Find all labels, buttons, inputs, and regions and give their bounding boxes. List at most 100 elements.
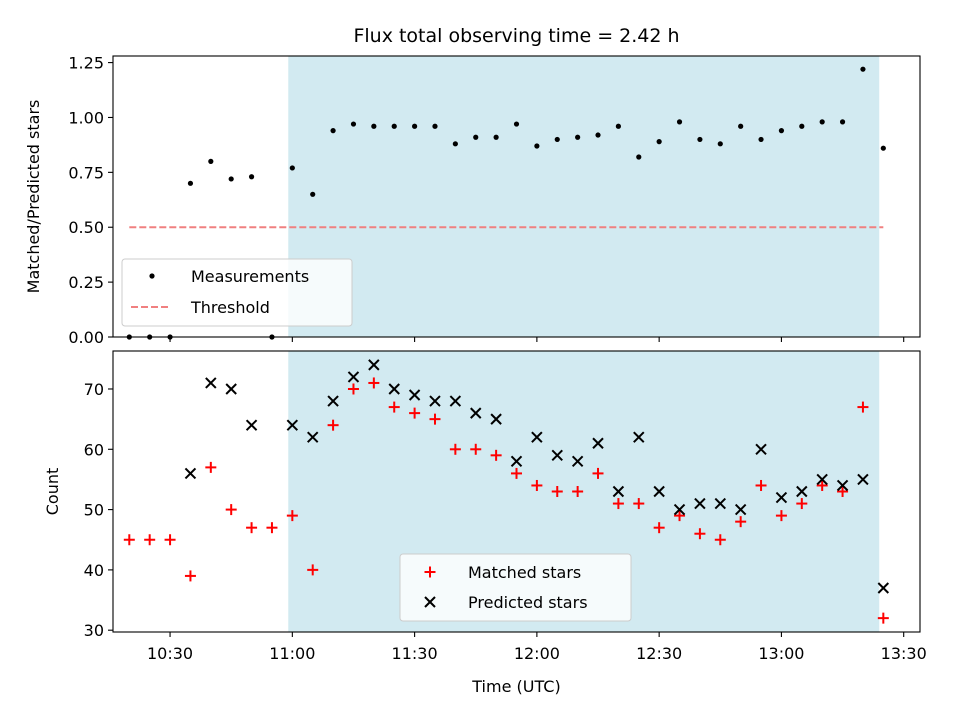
top-axes-frame: [112, 55, 921, 338]
legend-matched-marker: [424, 566, 436, 578]
matched-star-point: [612, 498, 624, 510]
legend-measurements-marker: [149, 273, 155, 279]
top-y-ticks: 0.00 0.25 0.50 0.75 1.00 1.25: [68, 54, 113, 347]
measurement-point: [513, 121, 520, 127]
measurement-point: [595, 132, 601, 138]
measurement-point: [534, 143, 540, 149]
matched-star-point: [877, 612, 889, 624]
matched-star-point: [286, 510, 298, 522]
predicted-star-point: [307, 431, 319, 443]
matched-star-point: [449, 443, 461, 455]
measurement-point: [758, 136, 764, 143]
matched-star-point: [674, 510, 686, 522]
matched-star-point: [307, 564, 319, 576]
predicted-star-points: [184, 359, 890, 594]
chart-title: Flux total observing time = 2.42 h: [353, 25, 679, 47]
matched-star-point: [327, 419, 339, 431]
predicted-star-point: [653, 485, 665, 498]
x-tick-label: 12:30: [636, 644, 682, 663]
bottom-y-tick-label: 40: [84, 561, 104, 580]
top-y-tick-label: 0.25: [68, 273, 104, 292]
measurement-point: [350, 121, 357, 127]
x-axis-label: Time (UTC): [471, 677, 560, 696]
predicted-star-point: [775, 491, 788, 504]
predicted-star-point: [592, 437, 604, 449]
legend-measurements-label: Measurements: [191, 267, 309, 286]
top-observing-window-shade: [288, 56, 880, 337]
top-y-tick-label: 0.75: [68, 163, 104, 182]
top-y-tick-label: 1.25: [68, 54, 104, 73]
measurement-point: [799, 123, 805, 129]
x-tick-label: 13:30: [881, 644, 927, 663]
x-tick-label: 12:00: [514, 644, 560, 663]
matched-star-point: [266, 522, 278, 534]
measurement-point: [432, 123, 438, 129]
measurement-point: [839, 119, 846, 125]
measurement-point: [656, 139, 662, 145]
top-y-tick-label: 1.00: [68, 108, 104, 127]
x-tick-label: 11:00: [269, 644, 315, 663]
predicted-star-point: [490, 413, 502, 425]
matched-star-point: [144, 534, 156, 546]
bottom-y-tick-label: 50: [84, 501, 104, 520]
bottom-y-tick-label: 30: [84, 621, 104, 640]
bottom-axes-frame: [112, 350, 921, 633]
matched-star-point: [796, 498, 808, 510]
top-legend: Measurements Threshold: [121, 258, 353, 327]
measurement-point: [717, 141, 723, 147]
matched-star-point: [755, 479, 767, 491]
predicted-star-point: [857, 473, 869, 486]
matched-star-point: [123, 534, 135, 546]
measurement-point: [391, 123, 397, 129]
legend-matched-symbol: [424, 566, 436, 578]
matched-star-point: [429, 413, 441, 425]
measurement-point: [575, 134, 581, 140]
matched-star-point: [511, 467, 522, 479]
predicted-star-point: [531, 431, 543, 443]
matched-star-point: [184, 570, 196, 582]
measurement-point: [330, 128, 336, 134]
measurement-points: [126, 66, 886, 340]
predicted-star-point: [347, 371, 360, 383]
predicted-star-point: [205, 377, 217, 389]
predicted-star-point: [551, 449, 563, 462]
matched-star-point: [164, 534, 176, 546]
bottom-legend: Matched stars Predicted stars: [399, 553, 632, 622]
measurement-point: [228, 176, 234, 182]
matched-star-point: [225, 504, 237, 516]
measurement-point: [636, 154, 642, 160]
measurement-point: [248, 174, 255, 180]
matched-star-point: [409, 407, 421, 419]
legend-predicted-label: Predicted stars: [468, 593, 588, 612]
bottom-y-axis-label: Count: [43, 468, 62, 516]
matched-star-point: [775, 510, 787, 522]
predicted-star-point: [388, 383, 400, 395]
measurement-point: [473, 134, 479, 140]
matched-star-point: [857, 401, 869, 413]
measurement-point: [860, 66, 866, 72]
predicted-star-point: [633, 431, 645, 443]
measurement-point: [412, 123, 418, 129]
predicted-star-point: [734, 503, 747, 516]
matched-star-point: [205, 461, 217, 473]
predicted-star-point: [694, 497, 706, 510]
bottom-x-ticks: 10:30 11:00 11:30 12:00 12:30 13:00 13:30: [147, 632, 927, 663]
measurement-point: [676, 119, 683, 125]
matched-star-point: [633, 498, 645, 510]
measurement-point: [554, 136, 560, 143]
predicted-star-point: [408, 389, 421, 401]
top-y-tick-label: 0.50: [68, 218, 104, 237]
x-tick-label: 11:30: [392, 644, 438, 663]
predicted-star-point: [225, 383, 237, 395]
matched-star-point: [592, 467, 604, 479]
bottom-panel: 30 40 50 60 70 10:30 11:00 11:30 12:00 12:30 13:0…: [43, 350, 927, 696]
measurement-point: [615, 123, 621, 129]
predicted-star-point: [429, 395, 441, 407]
bottom-y-tick-label: 60: [84, 440, 104, 459]
predicted-star-point: [245, 419, 258, 431]
matched-star-point: [714, 534, 726, 546]
top-y-axis-label: Matched/Predicted stars: [24, 100, 43, 294]
matched-star-point: [653, 522, 665, 534]
matched-star-point: [368, 377, 380, 389]
